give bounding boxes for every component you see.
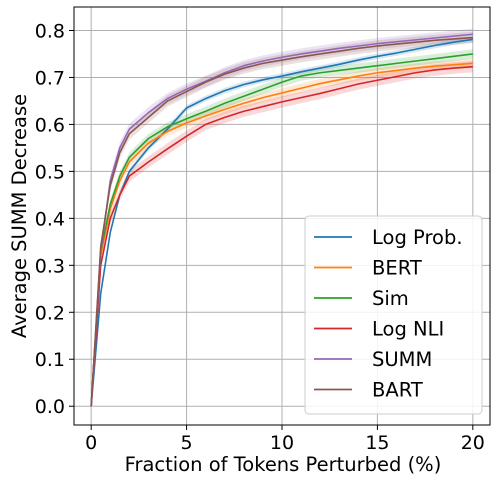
- y-tick-label: 0.0: [35, 396, 65, 418]
- legend-label-bert: BERT: [372, 257, 422, 280]
- legend-label-log-nli: Log NLI: [372, 318, 444, 341]
- y-tick-label: 0.1: [35, 349, 65, 371]
- x-tick-label: 20: [461, 432, 485, 454]
- y-tick-label: 0.6: [35, 114, 65, 136]
- series-line-bert: [90, 62, 473, 407]
- y-tick-label: 0.3: [35, 255, 65, 277]
- legend: Log Prob. BERT Sim Log NLI SUMM BART: [304, 215, 483, 415]
- tick-labels: 0 5 10 15 20 0.0 0.1 0.2 0.3 0.4 0.5 0.6 0.7 0.8: [35, 20, 485, 454]
- y-axis-label: Average SUMM Decrease: [8, 94, 31, 338]
- series-line-summ: [90, 33, 473, 407]
- x-tick-label: 0: [85, 432, 97, 454]
- y-tick-label: 0.2: [35, 302, 65, 324]
- axes: [69, 6, 491, 430]
- y-tick-label: 0.4: [35, 208, 65, 230]
- series-line-bart: [90, 36, 473, 407]
- series-line-log-nli: [90, 65, 473, 407]
- x-tick-label: 5: [181, 432, 193, 454]
- series-line-log-prob: [90, 38, 473, 407]
- y-tick-label: 0.7: [35, 67, 65, 89]
- x-axis-label: Fraction of Tokens Perturbed (%): [125, 453, 442, 476]
- series-lines: [90, 33, 473, 407]
- x-tick-label: 10: [270, 432, 294, 454]
- legend-label-sim: Sim: [372, 287, 409, 310]
- series-line-sim: [90, 53, 473, 407]
- legend-label-summ: SUMM: [372, 348, 432, 371]
- x-tick-label: 15: [365, 432, 389, 454]
- y-tick-label: 0.8: [35, 20, 65, 42]
- legend-box: [304, 215, 483, 415]
- y-tick-label: 0.5: [35, 161, 65, 183]
- legend-label-log-prob: Log Prob.: [372, 226, 463, 249]
- legend-label-bart: BART: [372, 379, 423, 402]
